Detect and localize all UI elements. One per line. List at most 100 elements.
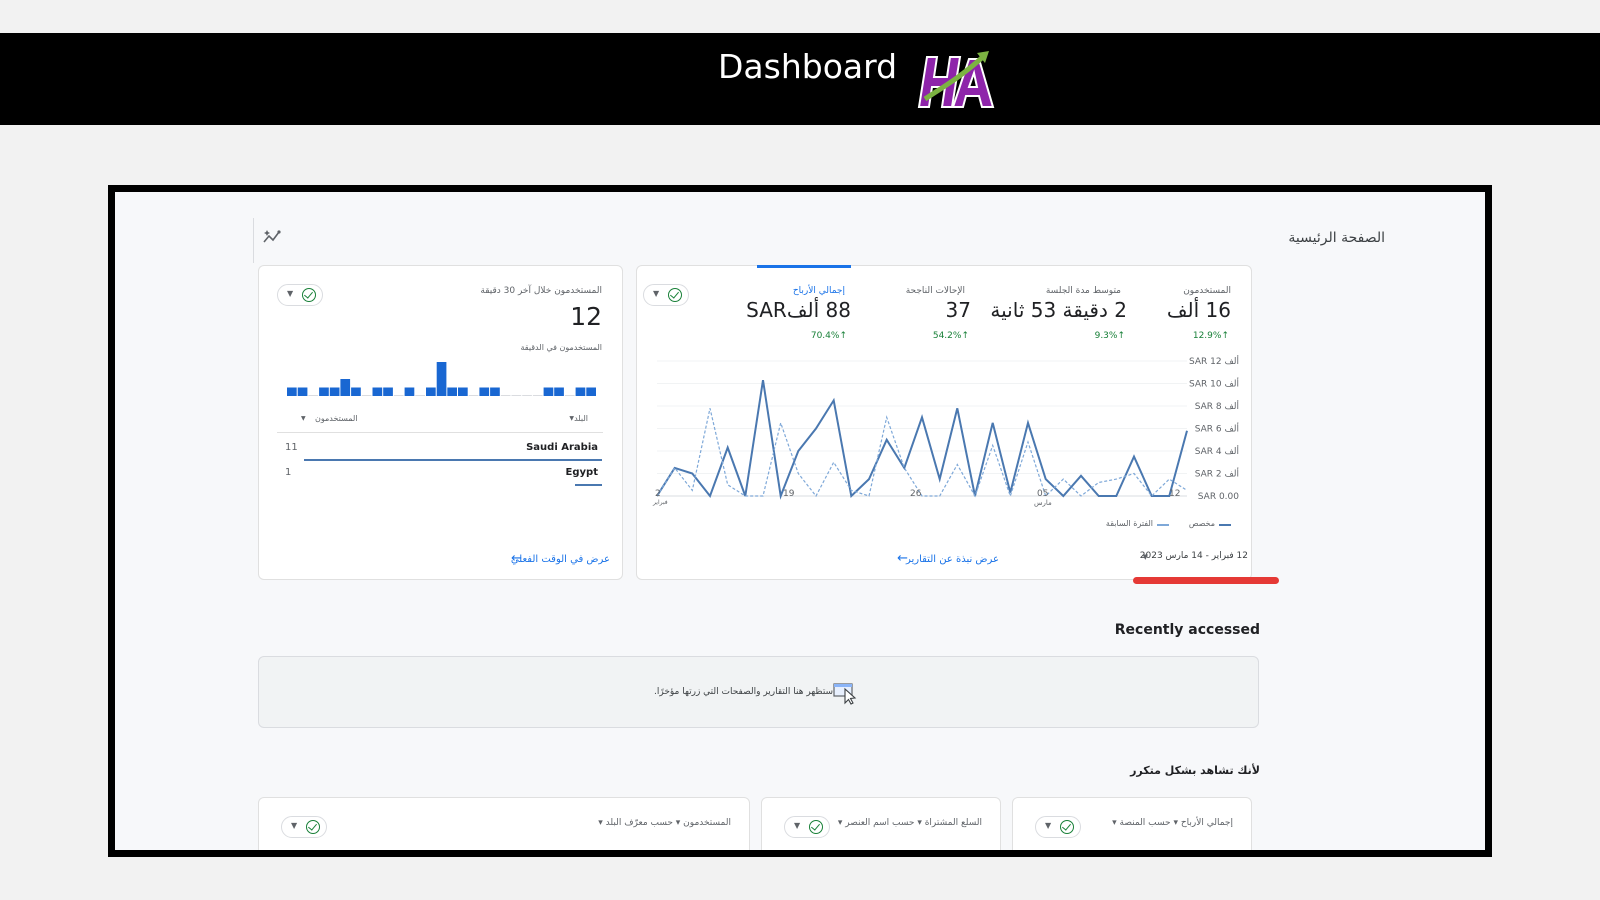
frequent-card[interactable]: السلع المشتراة ▾ حسب اسم العنصر ▾ ▼ xyxy=(761,797,1001,850)
realtime-label: المستخدمون خلال آخر 30 دقيقة xyxy=(480,286,602,296)
empty-state-text: ستظهر هنا التقارير والصفحات التي زرتها م… xyxy=(654,687,834,697)
check-circle-icon xyxy=(302,288,316,302)
minute-bar xyxy=(511,395,522,396)
top-header-bar: Dashboard xyxy=(0,33,1600,125)
minute-bar xyxy=(490,387,500,396)
card-status-chip[interactable]: ▼ xyxy=(784,816,830,838)
y-tick-label: SAR ألف 8 xyxy=(1195,400,1239,412)
row-users: 1 xyxy=(285,467,292,478)
chevron-down-icon: ▼ xyxy=(1142,553,1148,561)
col-users-header[interactable]: المستخدمون xyxy=(315,414,358,423)
minute-bar xyxy=(340,379,351,396)
legend-current: مخصص xyxy=(1188,519,1215,528)
page-title: الصفحة الرئيسية xyxy=(1288,230,1385,246)
minute-bar xyxy=(351,387,361,396)
minute-bar xyxy=(532,395,543,396)
frequent-card-label[interactable]: المستخدمون ▾ حسب معرّف البلد ▾ xyxy=(598,818,731,828)
minute-bar xyxy=(554,387,564,396)
card-status-chip[interactable]: ▼ xyxy=(1035,816,1081,838)
minute-bar xyxy=(500,395,511,396)
minute-bar xyxy=(287,387,297,396)
minute-bar xyxy=(361,395,372,396)
date-range-selector[interactable]: 12 فبراير - 14 مارس 2023 xyxy=(1139,551,1248,561)
arrow-left-icon: ← xyxy=(897,551,908,566)
overview-status-chip[interactable]: ▼ xyxy=(643,284,689,306)
frequent-card-label[interactable]: إجمالي الأرباح ▾ حسب المنصة ▾ xyxy=(1112,818,1233,828)
realtime-status-chip[interactable]: ▼ xyxy=(277,284,323,306)
minute-bar xyxy=(329,387,340,396)
view-realtime-link[interactable]: عرض في الوقت الفعلي xyxy=(510,554,610,565)
metric-delta: 9.3%↑ xyxy=(1094,331,1125,341)
row-country: Saudi Arabia xyxy=(526,442,598,453)
minute-bar xyxy=(404,387,415,396)
minute-bar xyxy=(372,387,383,396)
minute-bar xyxy=(393,395,404,396)
x-tick-label: 26 xyxy=(910,489,922,499)
x-tick-label: 12 xyxy=(1169,489,1181,499)
minute-bar xyxy=(458,387,468,396)
insights-icon[interactable] xyxy=(262,228,284,246)
frequent-title: لأنك تشاهد بشكل متكرر xyxy=(1130,764,1260,777)
check-circle-icon xyxy=(668,288,682,302)
check-circle-icon xyxy=(809,820,823,834)
metric-value: 37 xyxy=(945,298,971,322)
minute-bar xyxy=(586,387,596,396)
share-bar xyxy=(575,484,602,486)
minute-bar xyxy=(308,395,319,396)
minute-bar xyxy=(319,387,329,396)
x-tick-label: 19 xyxy=(783,489,795,499)
chevron-down-icon: ▼ xyxy=(569,415,574,422)
view-reports-link[interactable]: عرض نبذة عن التقارير xyxy=(905,554,999,565)
minute-bar xyxy=(426,387,436,396)
dashboard-title: Dashboard xyxy=(718,47,898,86)
realtime-value: 12 xyxy=(570,302,602,331)
table-divider xyxy=(277,432,603,433)
y-tick-label: SAR ألف 2 xyxy=(1195,468,1239,480)
realtime-bar-chart xyxy=(287,362,596,396)
arrow-left-icon: ← xyxy=(511,551,522,566)
frequent-card[interactable]: إجمالي الأرباح ▾ حسب المنصة ▾ ▼ xyxy=(1012,797,1252,850)
x-tick-label: 05 xyxy=(1037,489,1049,499)
current-period-line xyxy=(656,379,1188,500)
metric-value: 2 دقيقة 53 ثانية xyxy=(990,298,1127,322)
y-tick-label: SAR ألف 6 xyxy=(1195,423,1239,435)
metric-value: 16 ألف xyxy=(1166,298,1231,322)
y-tick-label: SAR 0.00 xyxy=(1198,492,1239,502)
metric-label: متوسط مدة الجلسة xyxy=(1045,286,1121,296)
y-tick-label: SAR ألف 10 xyxy=(1189,378,1239,390)
minute-bar xyxy=(297,387,308,396)
recently-accessed-empty: ستظهر هنا التقارير والصفحات التي زرتها م… xyxy=(258,656,1259,728)
col-country-header[interactable]: البلد xyxy=(574,414,588,423)
frequent-card[interactable]: المستخدمون ▾ حسب معرّف البلد ▾ ▼ xyxy=(258,797,750,850)
minute-bar xyxy=(415,395,425,396)
minute-bar xyxy=(479,387,490,396)
legend-dashed-swatch xyxy=(1157,524,1169,526)
row-country: Egypt xyxy=(565,467,598,478)
minute-bar xyxy=(522,395,532,396)
frequent-card-label[interactable]: السلع المشتراة ▾ حسب اسم العنصر ▾ xyxy=(837,818,982,828)
x-tick-month: مارس xyxy=(1034,499,1052,507)
metric-label: إجمالي الأرباح xyxy=(792,286,845,296)
card-status-chip[interactable]: ▼ xyxy=(281,816,327,838)
previous-period-line xyxy=(656,408,1188,498)
minute-bar xyxy=(468,395,479,396)
cursor-window-icon xyxy=(833,683,857,705)
chevron-down-icon: ▼ xyxy=(287,289,294,298)
screenshot-frame: الصفحة الرئيسية ▼ المستخدمون 16 ألف 12.9… xyxy=(108,185,1492,857)
metric-delta: 12.9%↑ xyxy=(1192,331,1229,341)
chevron-down-icon: ▼ xyxy=(301,415,306,422)
y-tick-label: SAR ألف 4 xyxy=(1195,445,1239,457)
realtime-card: ▼ المستخدمون خلال آخر 30 دقيقة 12 المستخ… xyxy=(258,265,623,580)
share-bar xyxy=(304,459,602,461)
check-circle-icon xyxy=(306,820,320,834)
minute-bar xyxy=(436,362,447,396)
row-users: 11 xyxy=(285,442,298,453)
minute-bar xyxy=(543,387,554,396)
legend-solid-swatch xyxy=(1219,524,1231,526)
metric-value: 88 ألفSAR xyxy=(746,298,851,322)
x-tick-month: فبراير xyxy=(653,499,668,506)
minute-bar xyxy=(575,387,586,396)
chevron-down-icon: ▼ xyxy=(1045,821,1052,830)
x-tick-label: 2 xyxy=(655,489,661,499)
overview-line-chart: SAR 0.00 SAR ألف 2 SAR ألف 4 SAR ألف 6 SAR أ… xyxy=(656,355,1239,502)
